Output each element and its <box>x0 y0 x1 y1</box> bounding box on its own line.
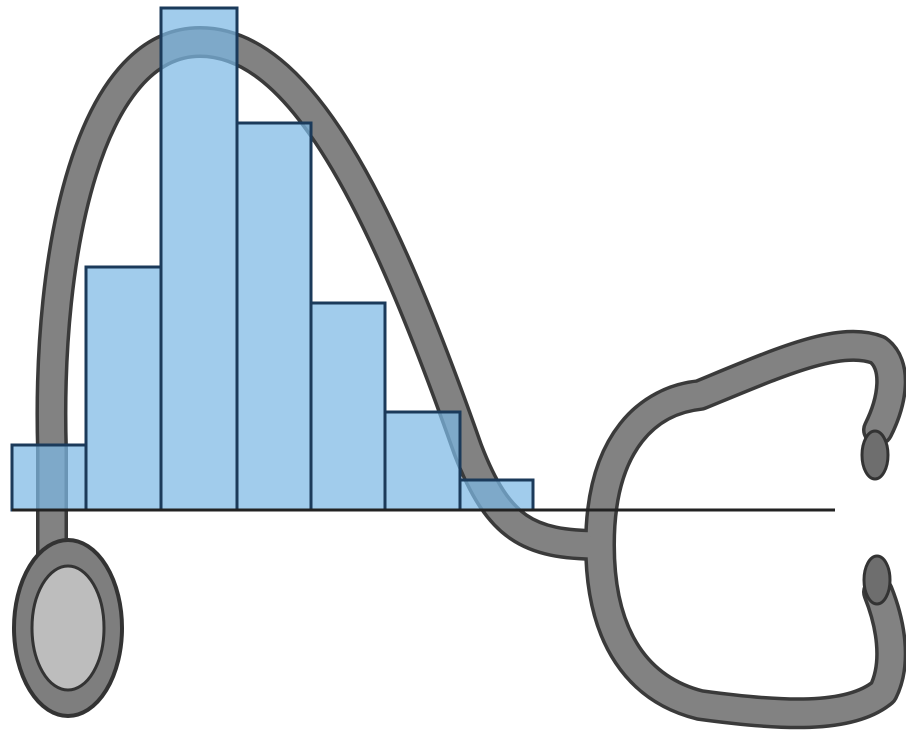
bar <box>10 443 88 512</box>
bar <box>309 301 387 512</box>
tube <box>587 532 904 726</box>
earpiece <box>860 429 890 481</box>
diaphragm <box>30 564 106 692</box>
earpiece <box>862 554 892 606</box>
bar <box>159 6 239 512</box>
bar <box>458 478 535 512</box>
histogram <box>10 6 835 512</box>
bar <box>235 121 313 512</box>
tube <box>587 333 904 558</box>
bar <box>84 265 163 512</box>
bar <box>383 410 462 512</box>
